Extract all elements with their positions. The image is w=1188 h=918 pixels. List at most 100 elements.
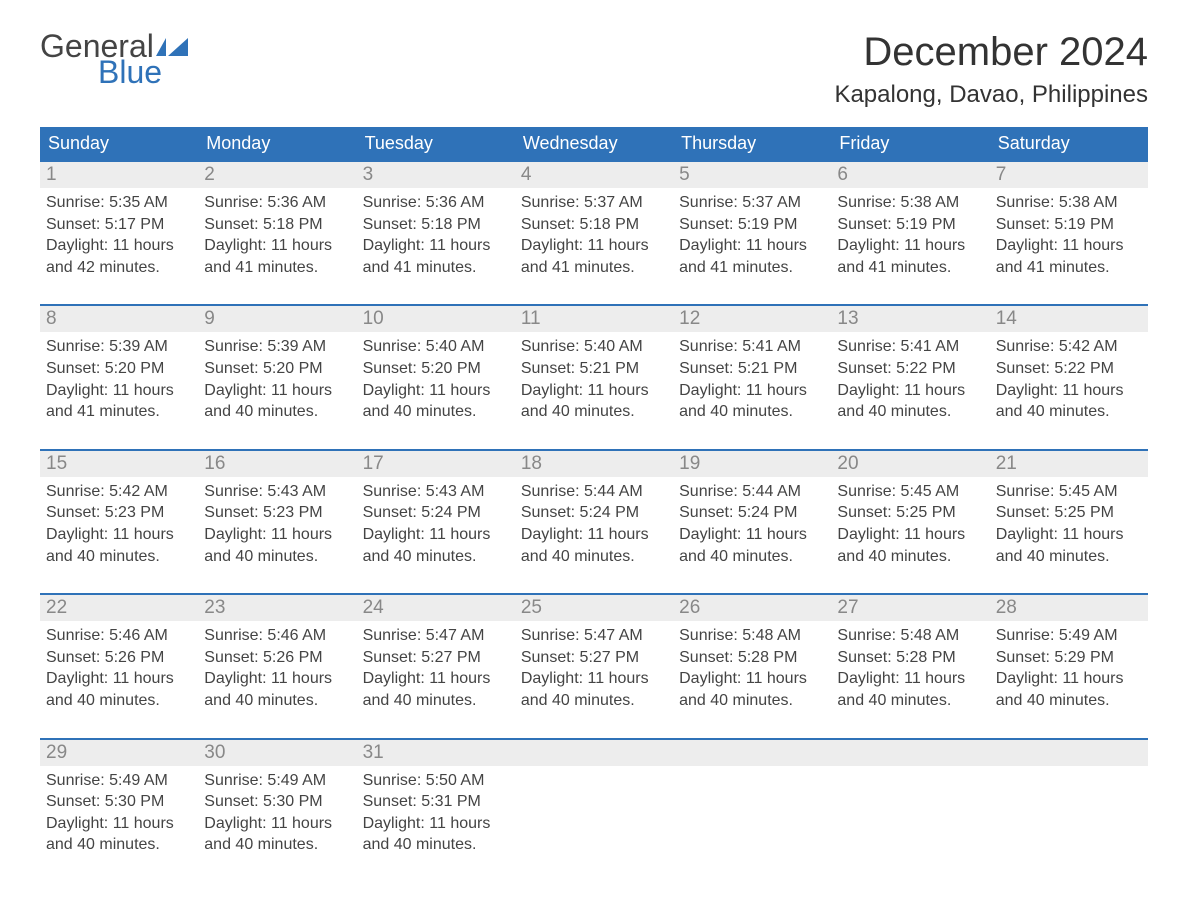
day-number: 18 (515, 451, 673, 477)
day-details (515, 766, 673, 864)
daylight-text: Daylight: 11 hours and 40 minutes. (996, 380, 1142, 423)
day-number: 14 (990, 306, 1148, 332)
day-number (673, 740, 831, 766)
daylight-text: Daylight: 11 hours and 40 minutes. (363, 813, 509, 856)
sunset-text: Sunset: 5:25 PM (996, 502, 1142, 524)
sunset-text: Sunset: 5:20 PM (363, 358, 509, 380)
day-number: 24 (357, 595, 515, 621)
sunset-text: Sunset: 5:19 PM (837, 214, 983, 236)
day-number: 7 (990, 162, 1148, 188)
sunset-text: Sunset: 5:26 PM (46, 647, 192, 669)
day-details (831, 766, 989, 864)
details-row: Sunrise: 5:46 AMSunset: 5:26 PMDaylight:… (40, 621, 1148, 719)
day-number: 1 (40, 162, 198, 188)
sunrise-text: Sunrise: 5:36 AM (204, 192, 350, 214)
sunset-text: Sunset: 5:18 PM (363, 214, 509, 236)
day-number: 21 (990, 451, 1148, 477)
day-details (673, 766, 831, 864)
sunrise-text: Sunrise: 5:46 AM (204, 625, 350, 647)
daynum-row: 293031 (40, 740, 1148, 766)
daylight-text: Daylight: 11 hours and 40 minutes. (521, 668, 667, 711)
sunrise-text: Sunrise: 5:49 AM (996, 625, 1142, 647)
day-details: Sunrise: 5:44 AMSunset: 5:24 PMDaylight:… (673, 477, 831, 575)
day-number: 19 (673, 451, 831, 477)
daylight-text: Daylight: 11 hours and 40 minutes. (363, 668, 509, 711)
daylight-text: Daylight: 11 hours and 40 minutes. (46, 524, 192, 567)
sunrise-text: Sunrise: 5:50 AM (363, 770, 509, 792)
day-details: Sunrise: 5:36 AMSunset: 5:18 PMDaylight:… (357, 188, 515, 286)
day-number: 25 (515, 595, 673, 621)
details-row: Sunrise: 5:35 AMSunset: 5:17 PMDaylight:… (40, 188, 1148, 286)
sunrise-text: Sunrise: 5:38 AM (996, 192, 1142, 214)
daylight-text: Daylight: 11 hours and 40 minutes. (204, 668, 350, 711)
day-details: Sunrise: 5:37 AMSunset: 5:19 PMDaylight:… (673, 188, 831, 286)
day-number: 12 (673, 306, 831, 332)
sunset-text: Sunset: 5:30 PM (204, 791, 350, 813)
daylight-text: Daylight: 11 hours and 41 minutes. (837, 235, 983, 278)
daylight-text: Daylight: 11 hours and 40 minutes. (996, 668, 1142, 711)
day-details: Sunrise: 5:47 AMSunset: 5:27 PMDaylight:… (357, 621, 515, 719)
sunset-text: Sunset: 5:20 PM (204, 358, 350, 380)
day-details: Sunrise: 5:43 AMSunset: 5:24 PMDaylight:… (357, 477, 515, 575)
week-row: 15161718192021Sunrise: 5:42 AMSunset: 5:… (40, 449, 1148, 575)
day-number: 4 (515, 162, 673, 188)
day-number: 16 (198, 451, 356, 477)
details-row: Sunrise: 5:42 AMSunset: 5:23 PMDaylight:… (40, 477, 1148, 575)
sunset-text: Sunset: 5:22 PM (837, 358, 983, 380)
day-number: 28 (990, 595, 1148, 621)
weekday-header: Saturday (990, 127, 1148, 160)
day-number: 29 (40, 740, 198, 766)
daylight-text: Daylight: 11 hours and 41 minutes. (679, 235, 825, 278)
day-details: Sunrise: 5:45 AMSunset: 5:25 PMDaylight:… (990, 477, 1148, 575)
daynum-row: 15161718192021 (40, 451, 1148, 477)
day-details: Sunrise: 5:38 AMSunset: 5:19 PMDaylight:… (831, 188, 989, 286)
daylight-text: Daylight: 11 hours and 40 minutes. (521, 380, 667, 423)
sunrise-text: Sunrise: 5:44 AM (521, 481, 667, 503)
sunrise-text: Sunrise: 5:49 AM (46, 770, 192, 792)
day-details: Sunrise: 5:39 AMSunset: 5:20 PMDaylight:… (40, 332, 198, 430)
day-number (990, 740, 1148, 766)
daylight-text: Daylight: 11 hours and 41 minutes. (521, 235, 667, 278)
sunset-text: Sunset: 5:26 PM (204, 647, 350, 669)
daylight-text: Daylight: 11 hours and 40 minutes. (363, 380, 509, 423)
daylight-text: Daylight: 11 hours and 40 minutes. (204, 524, 350, 567)
day-number: 23 (198, 595, 356, 621)
sunrise-text: Sunrise: 5:44 AM (679, 481, 825, 503)
weekday-header: Friday (831, 127, 989, 160)
sunrise-text: Sunrise: 5:36 AM (363, 192, 509, 214)
day-number: 13 (831, 306, 989, 332)
sunrise-text: Sunrise: 5:47 AM (363, 625, 509, 647)
sunset-text: Sunset: 5:24 PM (521, 502, 667, 524)
day-number: 3 (357, 162, 515, 188)
daynum-row: 22232425262728 (40, 595, 1148, 621)
day-details: Sunrise: 5:46 AMSunset: 5:26 PMDaylight:… (40, 621, 198, 719)
sunrise-text: Sunrise: 5:39 AM (46, 336, 192, 358)
day-number: 8 (40, 306, 198, 332)
day-number: 2 (198, 162, 356, 188)
day-number (831, 740, 989, 766)
title-box: December 2024 Kapalong, Davao, Philippin… (834, 30, 1148, 109)
sunrise-text: Sunrise: 5:39 AM (204, 336, 350, 358)
day-number: 11 (515, 306, 673, 332)
sunset-text: Sunset: 5:20 PM (46, 358, 192, 380)
sunset-text: Sunset: 5:21 PM (521, 358, 667, 380)
sunset-text: Sunset: 5:23 PM (46, 502, 192, 524)
day-details: Sunrise: 5:48 AMSunset: 5:28 PMDaylight:… (673, 621, 831, 719)
daylight-text: Daylight: 11 hours and 42 minutes. (46, 235, 192, 278)
day-number: 27 (831, 595, 989, 621)
daylight-text: Daylight: 11 hours and 40 minutes. (837, 380, 983, 423)
day-number: 31 (357, 740, 515, 766)
sunrise-text: Sunrise: 5:41 AM (837, 336, 983, 358)
day-number: 26 (673, 595, 831, 621)
logo: General Blue (40, 30, 188, 88)
day-details: Sunrise: 5:40 AMSunset: 5:20 PMDaylight:… (357, 332, 515, 430)
week-row: 1234567Sunrise: 5:35 AMSunset: 5:17 PMDa… (40, 160, 1148, 286)
day-number: 20 (831, 451, 989, 477)
day-details: Sunrise: 5:41 AMSunset: 5:21 PMDaylight:… (673, 332, 831, 430)
daylight-text: Daylight: 11 hours and 41 minutes. (996, 235, 1142, 278)
daylight-text: Daylight: 11 hours and 40 minutes. (996, 524, 1142, 567)
day-number: 10 (357, 306, 515, 332)
sunset-text: Sunset: 5:30 PM (46, 791, 192, 813)
daylight-text: Daylight: 11 hours and 40 minutes. (46, 668, 192, 711)
weeks-container: 1234567Sunrise: 5:35 AMSunset: 5:17 PMDa… (40, 160, 1148, 864)
